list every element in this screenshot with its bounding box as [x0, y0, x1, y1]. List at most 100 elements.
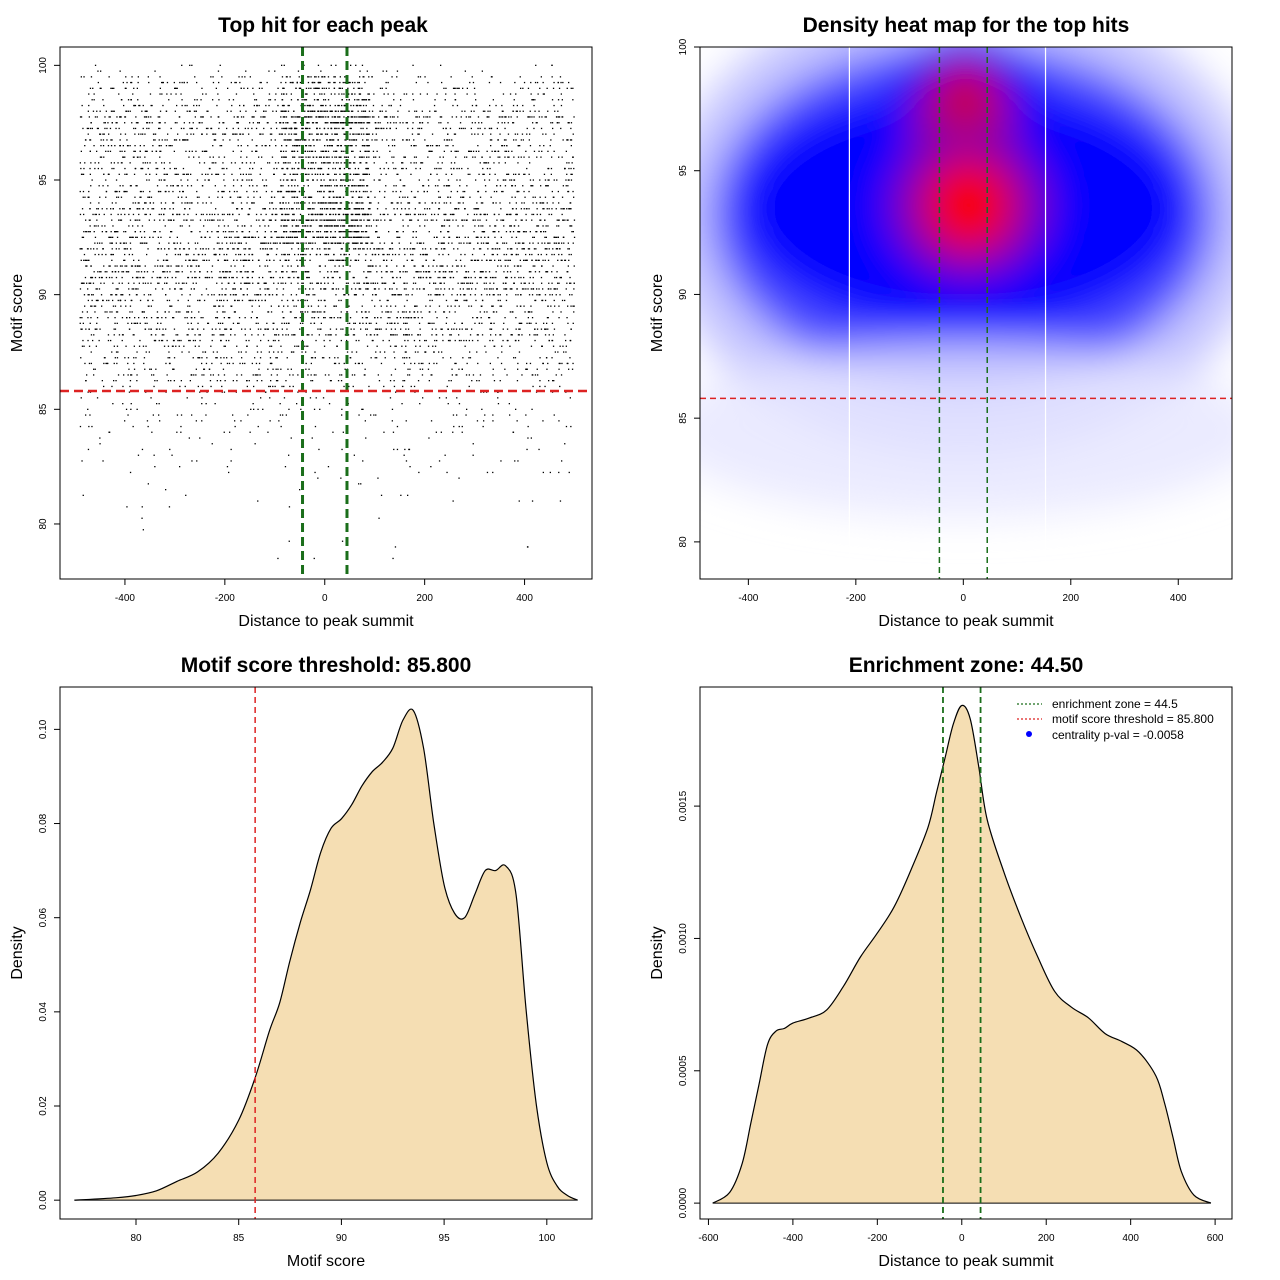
scatter-point [226, 259, 228, 261]
scatter-point [324, 282, 326, 284]
scatter-point [551, 271, 553, 273]
scatter-point [564, 259, 566, 261]
scatter-point [234, 265, 236, 267]
scatter-point [355, 259, 357, 261]
scatter-point [114, 265, 116, 267]
scatter-point [293, 236, 296, 238]
scatter-point [149, 368, 151, 370]
scatter-point [552, 334, 554, 336]
scatter-point [81, 317, 83, 319]
scatter-point [297, 265, 299, 267]
scatter-point [529, 362, 532, 365]
scatter-point [510, 276, 513, 279]
scatter-point [410, 242, 412, 244]
scatter-point [393, 385, 396, 388]
scatter-point [406, 322, 408, 324]
scatter-point [392, 162, 394, 164]
scatter-point [368, 219, 370, 221]
scatter-point [405, 317, 407, 319]
scatter-point [361, 156, 363, 158]
scatter-point [270, 219, 272, 221]
scatter-point [476, 259, 479, 261]
scatter-point [270, 236, 272, 238]
scatter-point [427, 179, 430, 181]
scatter-point [115, 179, 118, 181]
scatter-point [323, 288, 325, 290]
scatter-point [378, 328, 380, 330]
scatter-point [126, 317, 128, 319]
scatter-point [150, 282, 152, 284]
scatter-point [541, 282, 543, 284]
scatter-point [139, 208, 141, 210]
scatter-point [189, 339, 191, 342]
scatter-point [169, 167, 171, 170]
scatter-point [445, 173, 447, 175]
scatter-point [571, 225, 573, 227]
scatter-point [341, 248, 343, 250]
scatter-point [266, 328, 268, 330]
scatter-point [570, 305, 572, 307]
scatter-point [158, 403, 160, 405]
scatter-point [347, 322, 349, 324]
scatter-point [362, 173, 364, 175]
scatter-point [142, 311, 144, 313]
scatter-point [367, 167, 369, 170]
scatter-point [285, 242, 288, 244]
scatter-point [546, 202, 548, 204]
scatter-point [553, 380, 555, 382]
scatter-point [447, 328, 449, 330]
scatter-point [414, 265, 416, 267]
scatter-point [403, 362, 405, 365]
scatter-point [518, 190, 520, 193]
scatter-point [490, 259, 492, 261]
scatter-point [438, 351, 440, 353]
scatter-point [237, 225, 239, 227]
scatter-point [190, 271, 192, 273]
scatter-point [320, 311, 322, 313]
scatter-point [248, 208, 251, 210]
scatter-point [187, 334, 189, 336]
scatter-point [536, 328, 539, 330]
scatter-point [520, 294, 522, 296]
scatter-point [341, 408, 343, 410]
scatter-point [246, 345, 248, 347]
scatter-point [501, 110, 503, 112]
scatter-point [276, 288, 278, 290]
scatter-point [284, 213, 286, 216]
scatter-point [85, 414, 87, 416]
scatter-point [544, 328, 546, 330]
scatter-point [557, 351, 559, 353]
scatter-point [269, 208, 271, 210]
scatter-point [291, 242, 293, 244]
scatter-point [328, 225, 331, 227]
scatter-point [528, 156, 530, 158]
scatter-point [392, 276, 394, 279]
scatter-point [378, 236, 380, 238]
scatter-point [216, 351, 218, 353]
scatter-point [485, 351, 487, 353]
scatter-point [295, 305, 297, 307]
scatter-point [214, 185, 216, 187]
scatter-point [229, 328, 232, 330]
scatter-point [543, 231, 545, 233]
scatter-point [306, 299, 308, 302]
scatter-point [291, 231, 293, 233]
scatter-point [383, 385, 385, 388]
scatter-point [330, 202, 332, 204]
scatter-point [375, 322, 378, 324]
scatter-point [310, 225, 312, 227]
scatter-point [368, 265, 370, 267]
scatter-point [440, 282, 442, 284]
scatter-point [496, 288, 498, 290]
scatter-point [527, 248, 530, 250]
scatter-point [281, 328, 283, 330]
scatter-point [310, 208, 312, 210]
scatter-point [347, 156, 349, 158]
scatter-point [177, 339, 179, 342]
scatter-point [456, 271, 458, 273]
scatter-point [380, 328, 382, 330]
scatter-point [365, 231, 368, 233]
scatter-point [430, 248, 432, 250]
scatter-point [548, 208, 550, 210]
scatter-point [323, 242, 326, 244]
